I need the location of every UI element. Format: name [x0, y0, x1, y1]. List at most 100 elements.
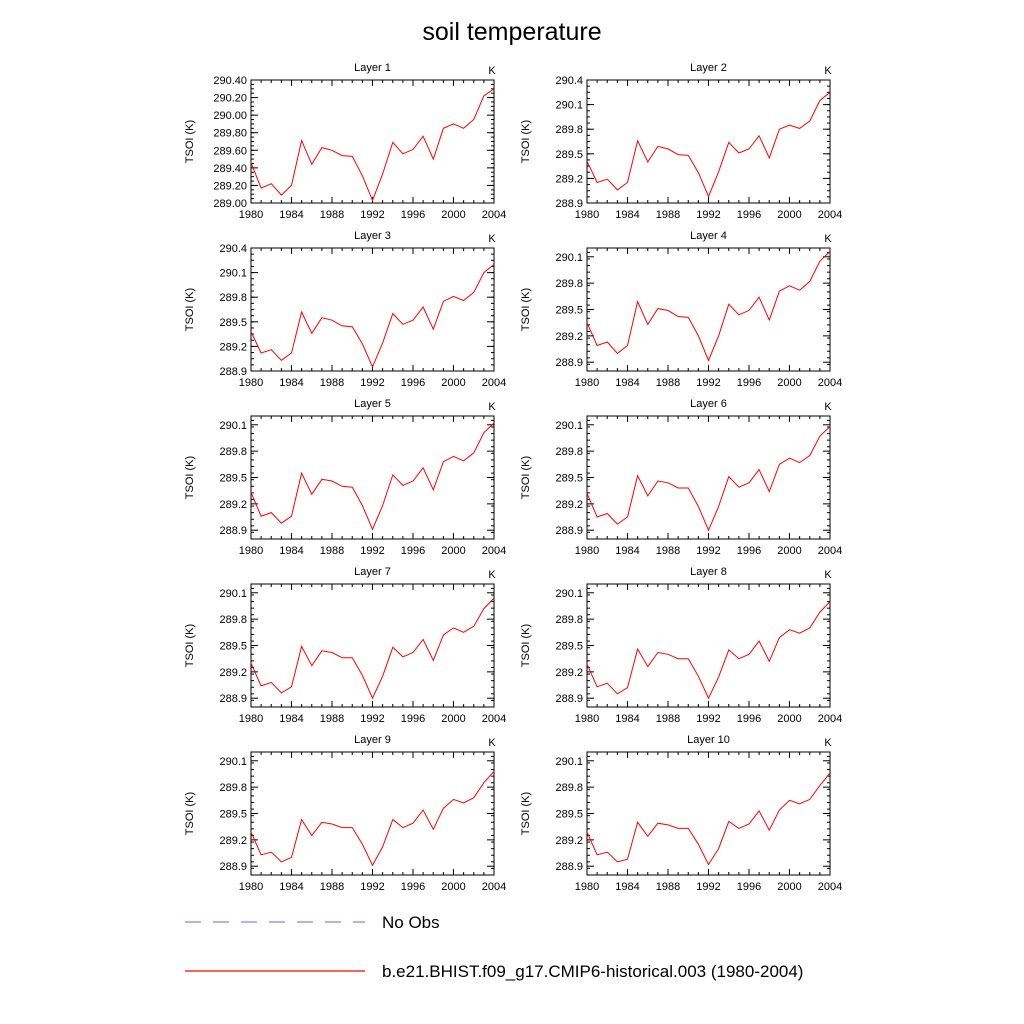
y-tick-label: 288.9	[219, 366, 247, 378]
y-tick-label: 290.1	[219, 756, 247, 768]
x-tick-label: 1992	[696, 209, 720, 221]
y-tick-label: 289.8	[555, 124, 583, 136]
y-tick-label: 289.5	[555, 473, 583, 485]
y-tick-label: 290.1	[219, 588, 247, 600]
y-tick-label: 289.5	[555, 641, 583, 653]
x-tick-label: 1988	[320, 545, 344, 557]
panel-5: Layer 5 K TSOI (K) 1980 1984 1988 1992 1996 2000…	[184, 398, 506, 557]
y-tick-label: 289.2	[219, 835, 247, 847]
y-tick-label: 289.5	[219, 473, 247, 485]
units-label: K	[824, 65, 832, 77]
y-axis-label: TSOI (K)	[184, 288, 196, 331]
series-line	[586, 772, 831, 866]
x-tick-label: 1992	[696, 545, 720, 557]
y-axis-label: TSOI (K)	[520, 288, 532, 331]
panel-frame	[586, 751, 831, 876]
x-tick-label: 1980	[575, 545, 599, 557]
panel-title: Layer 4	[690, 230, 727, 242]
x-tick-label: 1980	[239, 545, 263, 557]
y-tick-label: 289.8	[219, 614, 247, 626]
panel-title: Layer 3	[354, 230, 391, 242]
x-tick-label: 1980	[575, 377, 599, 389]
y-tick-label: 289.80	[213, 128, 247, 140]
y-tick-label: 288.9	[555, 198, 583, 210]
y-tick-label: 290.1	[555, 252, 583, 264]
y-tick-label: 289.60	[213, 145, 247, 157]
panel-8: Layer 8 K TSOI (K) 1980 1984 1988 1992 1996 2000…	[520, 566, 842, 725]
units-label: K	[824, 737, 832, 749]
x-tick-label: 2004	[818, 377, 842, 389]
x-tick-label: 2000	[777, 545, 801, 557]
panel-title: Layer 1	[354, 62, 391, 74]
x-tick-label: 2000	[777, 377, 801, 389]
y-tick-label: 289.2	[219, 341, 247, 353]
units-label: K	[824, 569, 832, 581]
x-tick-label: 2004	[818, 209, 842, 221]
y-tick-label: 289.2	[555, 667, 583, 679]
panel-9: Layer 9 K TSOI (K) 1980 1984 1988 1992 1996 2000…	[184, 734, 506, 893]
y-tick-label: 289.8	[555, 446, 583, 458]
x-tick-label: 1988	[656, 377, 680, 389]
x-tick-label: 1984	[615, 713, 639, 725]
y-tick-label: 290.1	[555, 100, 583, 112]
panel-title: Layer 7	[354, 566, 391, 578]
series-line	[250, 597, 495, 700]
x-tick-label: 1988	[320, 881, 344, 893]
y-axis-label: TSOI (K)	[520, 120, 532, 163]
panel-1: Layer 1 K TSOI (K) 1980 1984 1988 1992 1996 2000…	[184, 62, 506, 221]
figure-title: soil temperature	[422, 18, 601, 46]
y-tick-label: 289.20	[213, 180, 247, 192]
y-axis-label: TSOI (K)	[184, 792, 196, 835]
panel-frame	[250, 247, 495, 372]
x-tick-label: 2004	[818, 881, 842, 893]
y-tick-label: 290.4	[555, 75, 583, 87]
y-tick-label: 289.5	[219, 317, 247, 329]
x-tick-label: 2000	[441, 209, 465, 221]
y-axis-label: TSOI (K)	[184, 120, 196, 163]
y-tick-label: 288.9	[219, 525, 247, 537]
panel-frame	[250, 79, 495, 204]
y-tick-label: 290.40	[213, 75, 247, 87]
y-tick-label: 289.5	[555, 809, 583, 821]
units-label: K	[488, 737, 496, 749]
legend-label-model: b.e21.BHIST.f09_g17.CMIP6-historical.003…	[382, 962, 803, 981]
y-tick-label: 289.00	[213, 198, 247, 210]
x-tick-label: 2004	[482, 881, 506, 893]
x-tick-label: 2000	[441, 713, 465, 725]
y-tick-label: 289.5	[219, 641, 247, 653]
x-tick-label: 1980	[239, 713, 263, 725]
y-tick-label: 290.1	[555, 420, 583, 432]
x-tick-label: 2004	[482, 209, 506, 221]
panel-frame	[250, 751, 495, 876]
panel-title: Layer 9	[354, 734, 391, 746]
x-tick-label: 1996	[401, 545, 425, 557]
x-tick-label: 1996	[401, 209, 425, 221]
x-tick-label: 1984	[615, 545, 639, 557]
x-tick-label: 1996	[737, 713, 761, 725]
panel-frame	[250, 583, 495, 708]
x-tick-label: 1992	[360, 713, 384, 725]
y-tick-label: 290.1	[219, 268, 247, 280]
x-tick-label: 1996	[737, 545, 761, 557]
y-tick-label: 289.40	[213, 163, 247, 175]
x-tick-label: 1980	[575, 881, 599, 893]
y-tick-label: 290.1	[219, 420, 247, 432]
x-tick-label: 1992	[360, 209, 384, 221]
y-tick-label: 289.2	[219, 499, 247, 511]
y-axis-label: TSOI (K)	[520, 624, 532, 667]
x-tick-label: 1996	[737, 209, 761, 221]
panel-title: Layer 8	[690, 566, 727, 578]
x-tick-label: 1988	[320, 209, 344, 221]
x-tick-label: 1996	[737, 881, 761, 893]
y-tick-label: 288.9	[555, 357, 583, 369]
panel-4: Layer 4 K TSOI (K) 1980 1984 1988 1992 1996 2000…	[520, 230, 842, 389]
panel-title: Layer 5	[354, 398, 391, 410]
x-tick-label: 1992	[696, 713, 720, 725]
units-label: K	[824, 401, 832, 413]
panels-group: Layer 1 K TSOI (K) 1980 1984 1988 1992 1996 2000…	[184, 62, 842, 893]
panel-frame	[586, 79, 831, 204]
y-tick-label: 289.8	[555, 782, 583, 794]
x-tick-label: 1984	[615, 881, 639, 893]
y-tick-label: 289.8	[219, 292, 247, 304]
x-tick-label: 2004	[482, 377, 506, 389]
